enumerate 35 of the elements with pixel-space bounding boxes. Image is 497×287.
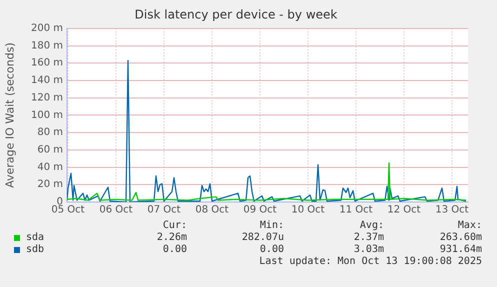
legend-label: sdb xyxy=(26,244,44,255)
text: 0.00 xyxy=(162,244,187,255)
x-tick-label: 07 Oct xyxy=(147,204,181,216)
x-tick-label: 13 Oct xyxy=(435,204,469,216)
text: 2.37m xyxy=(354,232,384,243)
x-tick-label: 10 Oct xyxy=(291,204,325,216)
text: 931.64m xyxy=(440,244,482,255)
y-tick-label: 120 m xyxy=(30,92,63,104)
chart-title: Disk latency per device - by week xyxy=(134,7,338,22)
y-axis-title: Average IO Wait (seconds) xyxy=(3,42,16,188)
text: Min: xyxy=(260,220,284,231)
text: 2.26m xyxy=(156,232,187,243)
y-tick-label: 180 m xyxy=(30,40,63,52)
y-tick-label: 20 m xyxy=(37,179,63,190)
text: 0.00 xyxy=(260,244,284,255)
text: 282.07u xyxy=(242,232,284,243)
y-tick-label: 160 m xyxy=(30,58,63,69)
text: Last update: Mon Oct 13 19:00:08 2025 xyxy=(259,256,482,267)
x-tick-label: 08 Oct xyxy=(195,204,229,216)
y-tick-label: 60 m xyxy=(37,144,63,156)
text: 263.60m xyxy=(440,232,482,243)
y-tick-label: 40 m xyxy=(37,162,63,173)
x-tick-label: 06 Oct xyxy=(99,204,133,216)
text: Avg: xyxy=(360,220,384,231)
x-tick-label: 12 Oct xyxy=(387,204,421,216)
text: 3.03m xyxy=(354,244,384,255)
legend-label: sda xyxy=(26,232,44,243)
x-tick-label: 11 Oct xyxy=(339,204,373,216)
text: Max: xyxy=(458,220,482,231)
y-tick-label: 100 m xyxy=(30,110,63,121)
y-tick-label: 80 m xyxy=(37,127,63,138)
x-tick-label: 09 Oct xyxy=(243,204,277,216)
y-tick-label: 140 m xyxy=(30,75,63,86)
text: Cur: xyxy=(162,220,187,231)
y-tick-label: 200 m xyxy=(30,22,63,34)
